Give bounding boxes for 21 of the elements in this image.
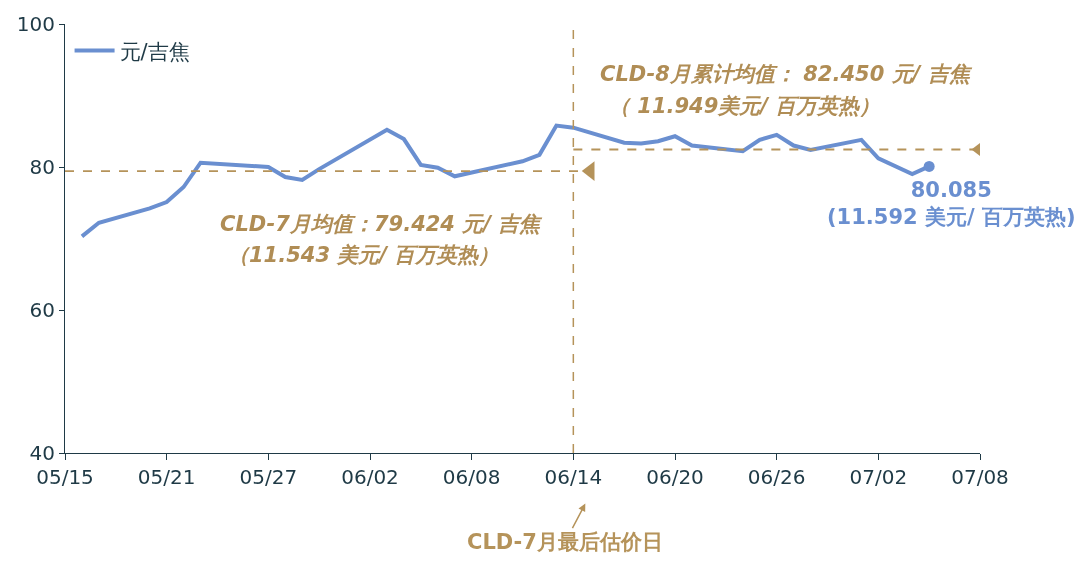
y-tick-label: 60 — [29, 298, 55, 322]
x-tick-label: 05/21 — [137, 465, 196, 489]
x-tick-label: 05/15 — [36, 465, 94, 489]
x-tick-label: 06/02 — [341, 465, 399, 489]
x-tick-label: 06/26 — [747, 465, 806, 489]
annotation: 80.085 (11.592 美元/ 百万英热) — [827, 178, 1076, 230]
annotation: （11.543 美元/ 百万英热） — [228, 243, 500, 267]
x-tick-label: 06/20 — [646, 465, 704, 489]
x-tick-label: 06/14 — [544, 465, 603, 489]
y-tick-label: 40 — [29, 441, 55, 465]
x-tick-label: 07/08 — [951, 465, 1009, 489]
annotation: （ 11.949美元/ 百万英热） — [609, 94, 881, 118]
y-tick-label: 80 — [29, 155, 55, 179]
x-tick-label: 07/02 — [849, 465, 908, 489]
ref-line-label: CLD-7月最后估价日 — [467, 530, 663, 554]
y-tick-label: 100 — [16, 12, 55, 36]
x-tick-label: 05/27 — [239, 465, 298, 489]
annotation: CLD-7月均值：79.424 元/ 吉焦 — [220, 212, 544, 236]
x-tick-label: 06/08 — [442, 465, 501, 489]
legend-label: 元/吉焦 — [119, 39, 190, 64]
annotation: CLD-8月累计均值： 82.450 元/ 吉焦 — [600, 62, 973, 86]
